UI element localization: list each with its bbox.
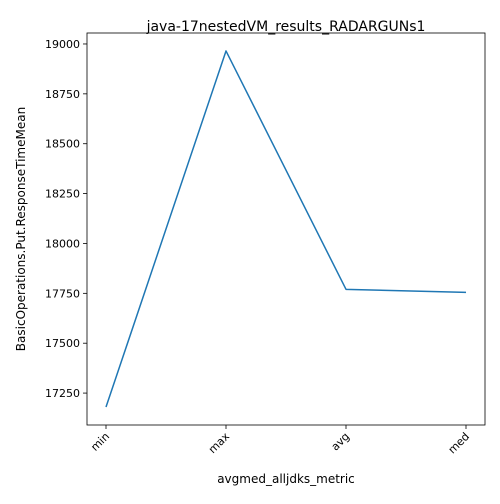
- y-axis: 17250 17500 17750 18000 18250 18500 18750 19000: [45, 38, 87, 400]
- x-tick-label: max: [206, 430, 232, 456]
- x-axis-label: avgmed_alljdks_metric: [217, 472, 355, 486]
- y-tick-label: 18500: [45, 138, 80, 151]
- y-tick-label: 18750: [45, 88, 80, 101]
- y-tick-label: 18250: [45, 188, 80, 201]
- x-tick-label: min: [88, 430, 112, 454]
- series-layer: [106, 51, 466, 407]
- y-tick-label: 17250: [45, 387, 80, 400]
- y-tick-label: 19000: [45, 38, 80, 51]
- y-tick-label: 17500: [45, 337, 80, 350]
- y-axis-label: BasicOperations.Put.ResponseTimeMean: [14, 107, 28, 351]
- y-tick-label: 17750: [45, 287, 80, 300]
- x-tick-label: med: [446, 430, 472, 456]
- x-axis: min max avg med: [88, 425, 472, 456]
- plot-frame: [87, 33, 485, 425]
- series-line: [106, 51, 466, 407]
- y-tick-label: 18000: [45, 237, 80, 250]
- x-tick-label: avg: [329, 430, 353, 454]
